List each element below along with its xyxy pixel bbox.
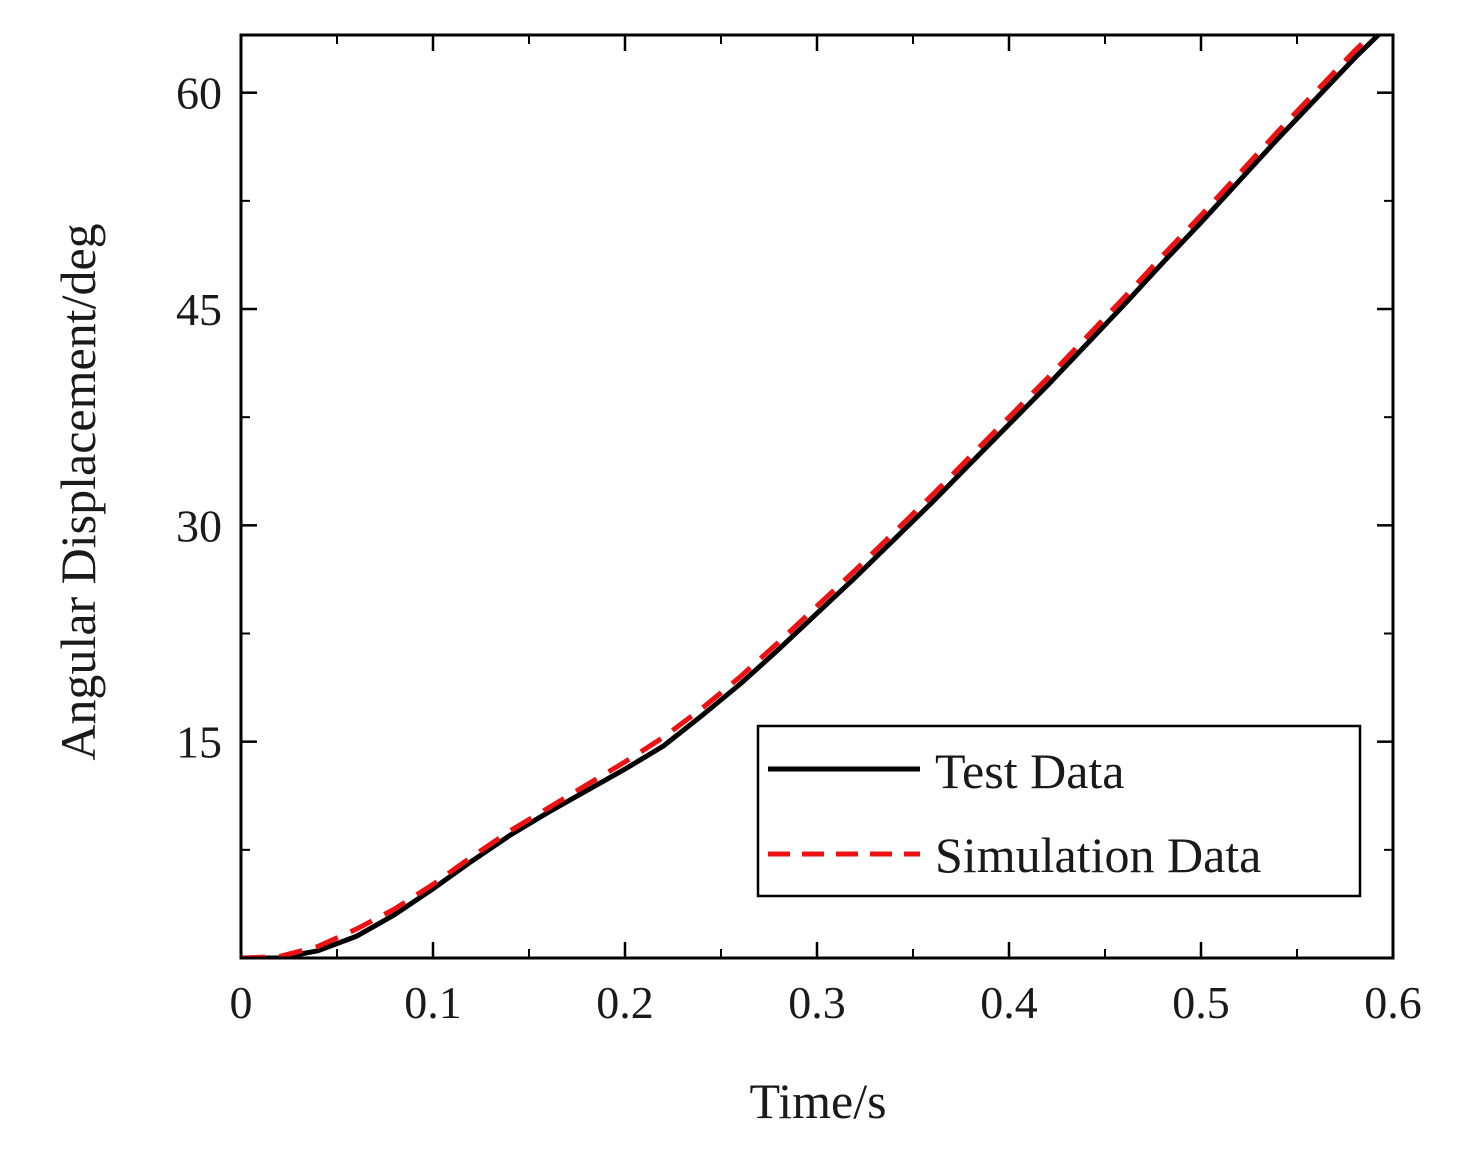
y-tick-label: 60 — [176, 68, 222, 119]
x-tick-label: 0.1 — [404, 977, 462, 1028]
legend: Test Data Simulation Data — [756, 724, 1362, 898]
y-tick-label: 30 — [176, 500, 222, 551]
legend-box — [756, 724, 1362, 898]
x-tick-label: 0.6 — [1364, 977, 1422, 1028]
x-tick-label: 0.5 — [1172, 977, 1230, 1028]
series-line-simulation-data — [241, 35, 1375, 958]
x-tick-label: 0 — [230, 977, 253, 1028]
y-axis-title: Angular Displacement/deg — [50, 223, 106, 760]
x-axis-title: Time/s — [749, 1073, 886, 1129]
x-tick-label: 0.3 — [788, 977, 846, 1028]
legend-label-simulation-data: Simulation Data — [935, 827, 1261, 883]
series-layer — [241, 35, 1382, 958]
legend-label-test-data: Test Data — [935, 743, 1124, 799]
series-line-test-data — [241, 35, 1382, 958]
y-tick-label: 15 — [176, 717, 222, 768]
y-tick-label: 45 — [176, 284, 222, 335]
ticks-layer: 0 0.1 0.2 0.3 0.4 0.5 0.6 15 30 45 60 — [176, 35, 1422, 1028]
x-tick-label: 0.2 — [596, 977, 654, 1028]
x-tick-label: 0.4 — [980, 977, 1038, 1028]
